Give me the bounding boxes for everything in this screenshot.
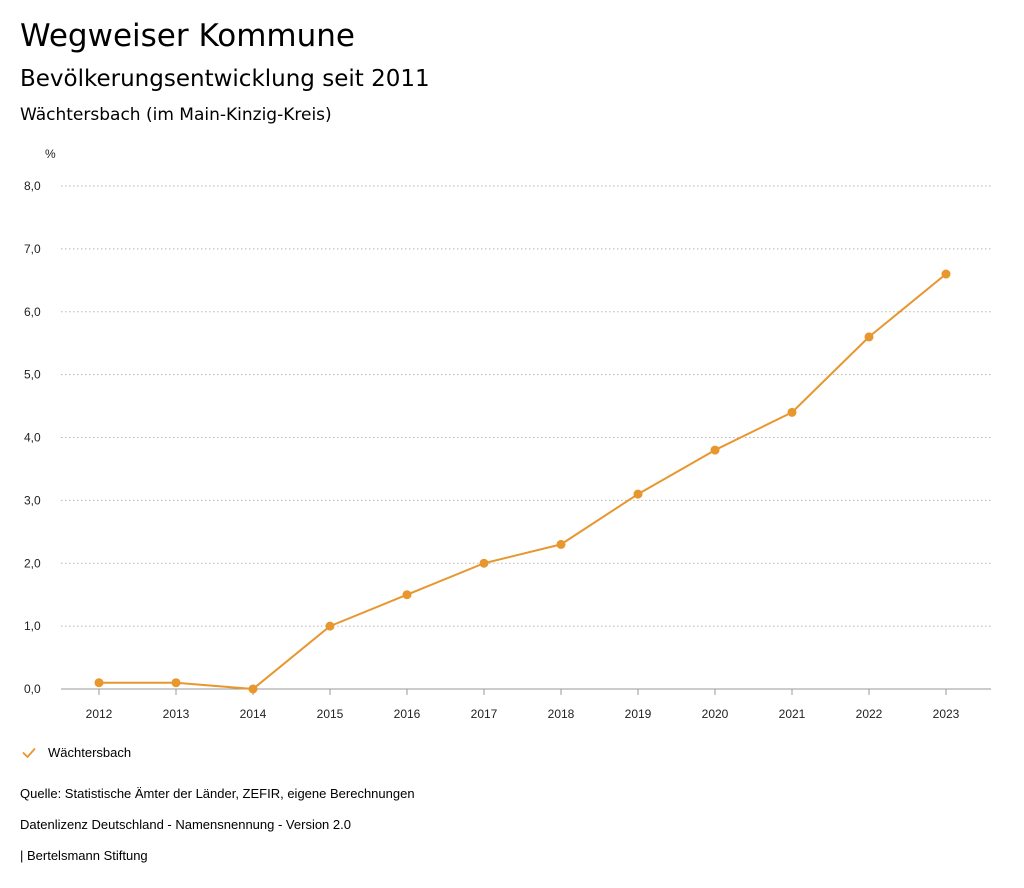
y-tick-label: 1,0: [24, 619, 41, 633]
y-tick-label: 0,0: [24, 682, 41, 696]
data-point[interactable]: [325, 621, 335, 631]
x-tick-label: 2020: [702, 707, 729, 721]
x-tick-label: 2021: [779, 707, 806, 721]
y-tick-label: 8,0: [24, 179, 41, 193]
y-axis: 0,0 1,0 2,0 3,0 4,0 5,0 6,0 7,0 8,0: [24, 179, 41, 696]
publisher-note: | Bertelsmann Stiftung: [20, 848, 148, 863]
series-line: [99, 273, 947, 690]
legend-item-label[interactable]: Wächtersbach: [48, 745, 132, 760]
data-point[interactable]: [633, 489, 643, 499]
x-tick-label: 2012: [86, 707, 113, 721]
y-tick-label: 5,0: [24, 368, 41, 382]
data-point[interactable]: [787, 407, 797, 417]
x-axis-labels: 2012 2013 2014 2015 2016 2017 2018 2019 2020 2021…: [86, 689, 960, 721]
x-tick-label: 2016: [394, 707, 421, 721]
x-tick-label: 2014: [240, 707, 267, 721]
x-tick-label: 2019: [625, 707, 652, 721]
line-chart: 0,0 1,0 2,0 3,0 4,0 5,0 6,0 7,0 8,0 2012 2013 2014…: [24, 147, 991, 721]
data-point[interactable]: [941, 269, 951, 279]
data-point[interactable]: [710, 445, 720, 455]
x-tick-label: 2015: [317, 707, 344, 721]
y-tick-label: 3,0: [24, 493, 41, 507]
y-axis-unit-label: %: [45, 147, 56, 161]
data-point[interactable]: [171, 678, 181, 688]
x-tick-label: 2013: [163, 707, 190, 721]
data-point[interactable]: [402, 590, 412, 600]
data-point[interactable]: [94, 678, 104, 688]
x-tick-label: 2022: [856, 707, 883, 721]
data-point[interactable]: [248, 684, 258, 694]
chart-subtitle: Bevölkerungsentwicklung seit 2011: [20, 66, 430, 92]
legend: Wächtersbach: [22, 745, 131, 760]
x-tick-label: 2017: [471, 707, 498, 721]
y-tick-label: 7,0: [24, 242, 41, 256]
grid-lines: [61, 185, 991, 627]
series-layer: [94, 269, 951, 694]
y-tick-label: 6,0: [24, 305, 41, 319]
y-tick-label: 2,0: [24, 556, 41, 570]
check-icon[interactable]: [22, 747, 36, 759]
x-tick-label: 2018: [548, 707, 575, 721]
region-label: Wächtersbach (im Main-Kinzig-Kreis): [20, 105, 332, 125]
data-point[interactable]: [479, 558, 489, 568]
data-point[interactable]: [556, 539, 566, 549]
license-note: Datenlizenz Deutschland - Namensnennung …: [20, 817, 351, 832]
page-title: Wegweiser Kommune: [20, 18, 355, 54]
x-tick-label: 2023: [933, 707, 960, 721]
y-tick-label: 4,0: [24, 431, 41, 445]
source-note: Quelle: Statistische Ämter der Länder, Z…: [20, 786, 415, 801]
data-point[interactable]: [864, 332, 874, 342]
